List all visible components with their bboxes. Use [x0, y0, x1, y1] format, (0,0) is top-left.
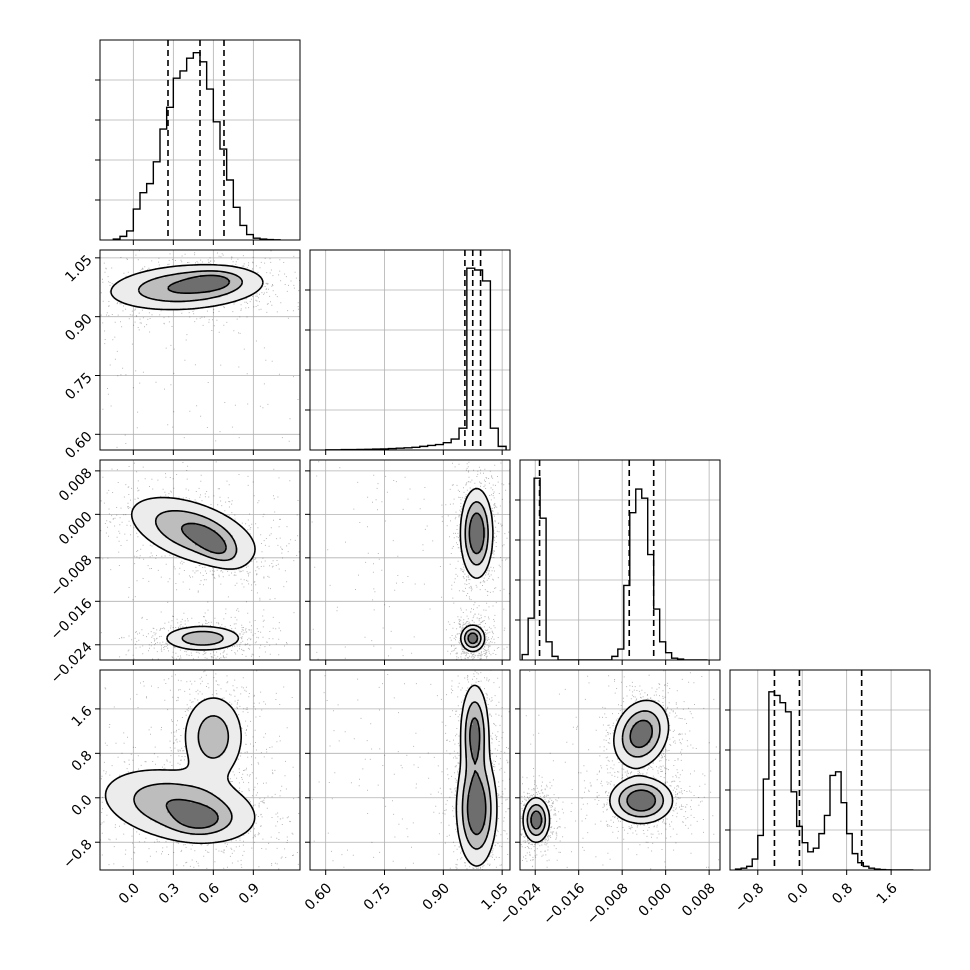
x-tick-label-0-0: 0.0 [116, 880, 143, 907]
y-tick-label-2-2: −0.008 [48, 552, 96, 600]
x-tick-label-2-1: −0.016 [540, 880, 588, 928]
contour-line-2 [466, 717, 487, 836]
contour-line-0 [130, 496, 256, 651]
histogram-grid [310, 250, 510, 450]
x-tick-label-3-0: −0.8 [732, 880, 767, 915]
y-tick-label-3-0: −0.8 [60, 837, 95, 872]
x-tick-label-2-3: 0.000 [636, 880, 676, 920]
scatter-panel-1-2 [305, 459, 511, 665]
panel-frame [309, 249, 511, 451]
y-tick-label-1-2: 0.90 [62, 311, 95, 344]
scatter-panel-1-3 [305, 669, 511, 875]
contour-line-0 [104, 697, 256, 845]
x-tick-label-1-1: 0.75 [361, 880, 394, 913]
x-tick-label-3-3: 1.6 [874, 880, 901, 907]
x-tick-label-2-2: −0.008 [584, 880, 632, 928]
y-tick-label-3-3: 1.6 [69, 703, 96, 730]
y-tick-label-2-3: 0.000 [56, 509, 96, 549]
density-fill-2 [167, 800, 218, 828]
histogram-2 [521, 477, 708, 660]
y-tick-label-3-2: 0.8 [69, 748, 96, 775]
x-tick-label-0-2: 0.6 [196, 880, 223, 907]
x-tick-label-3-2: 0.8 [829, 880, 856, 907]
y-tick-label-3-1: 0.0 [69, 792, 96, 819]
x-tick-label-1-0: 0.60 [302, 880, 335, 913]
contour-line-2 [167, 274, 231, 294]
panel-frame [309, 459, 511, 661]
histogram-panel-1 [305, 249, 511, 451]
panel-frame [519, 459, 721, 661]
contour-line-1 [526, 710, 665, 836]
density-fill-2 [467, 512, 486, 643]
contour-line-0 [459, 487, 494, 653]
histogram-panel-2 [515, 459, 721, 661]
histogram-panel-3 [725, 669, 931, 871]
contour-line-0 [522, 699, 674, 844]
density-fill-2 [167, 275, 231, 293]
contour-line-1 [137, 270, 244, 303]
x-tick-label-0-1: 0.3 [156, 880, 183, 907]
contour-line-0 [110, 263, 264, 311]
density-fill-1 [135, 715, 233, 836]
scatter-grid [520, 670, 720, 870]
y-tick-label-1-0: 0.60 [62, 429, 95, 462]
histogram-grid [520, 460, 720, 660]
panel-frame [729, 669, 931, 871]
histogram-grid [730, 670, 930, 870]
x-tick-label-0-3: 0.9 [236, 880, 263, 907]
contour-line-1 [133, 715, 233, 836]
x-tick-label-1-2: 0.90 [420, 880, 453, 913]
density-fill-2 [467, 717, 486, 836]
panel-frame [519, 669, 721, 871]
y-tick-label-2-4: 0.008 [56, 465, 96, 505]
contour-line-2 [165, 798, 219, 829]
contour-line-0 [455, 684, 498, 867]
x-tick-label-2-4: 0.008 [679, 880, 719, 920]
contour-line-1 [154, 509, 238, 646]
contour-line-1 [463, 501, 489, 649]
scatter-panel-0-1: 0.60 0.75 0.90 1.05 [62, 249, 301, 462]
y-tick-label-2-0: −0.024 [48, 639, 96, 687]
density-fill-2 [182, 522, 226, 553]
panel-frame [99, 669, 301, 871]
panel-frame [99, 39, 301, 241]
density-fill-2 [530, 720, 656, 828]
histogram-0 [112, 52, 281, 240]
y-tick-label-1-1: 0.75 [62, 370, 95, 403]
scatter-panel-2-3 [515, 669, 721, 875]
histogram-panel-0 [95, 39, 301, 241]
histogram-3 [734, 691, 914, 870]
histogram-1 [324, 267, 507, 450]
contour-line-1 [461, 701, 492, 850]
y-tick-label-1-3: 1.05 [62, 252, 95, 285]
y-tick-label-2-1: −0.016 [48, 596, 96, 644]
sample-points [520, 670, 720, 870]
contour-line-2 [530, 719, 657, 830]
contour-line-2 [467, 512, 485, 645]
contour-line-2 [180, 522, 227, 555]
panel-frame [309, 669, 511, 871]
x-tick-label-3-1: 0.0 [785, 880, 812, 907]
scatter-samples [520, 670, 720, 870]
panel-frame [99, 459, 301, 661]
panel-frame [99, 249, 301, 451]
